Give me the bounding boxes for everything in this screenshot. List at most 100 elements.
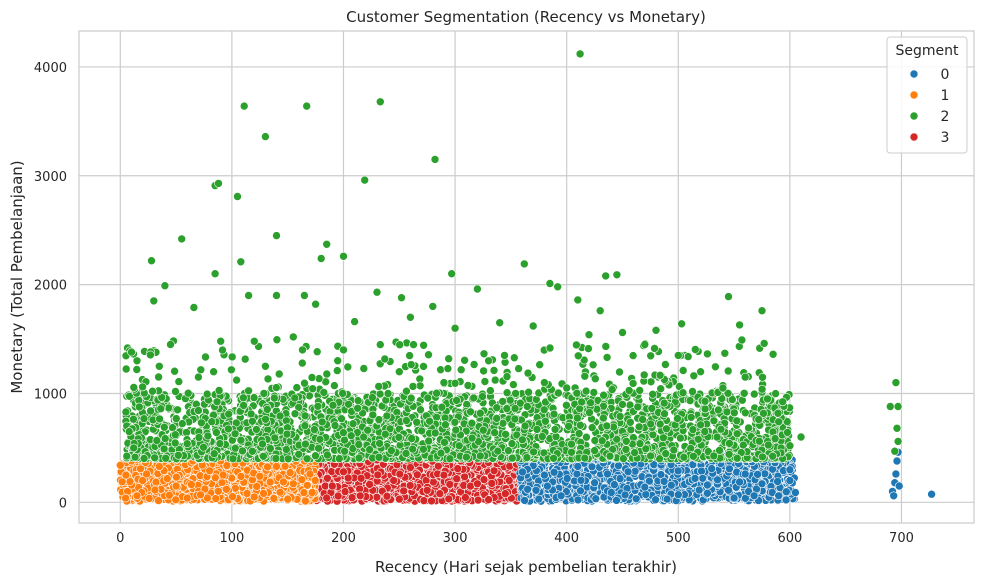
data-point <box>433 461 443 471</box>
data-point <box>164 403 173 413</box>
data-point <box>487 479 497 488</box>
data-point <box>703 480 712 490</box>
data-point <box>305 469 315 479</box>
data-point <box>163 474 172 483</box>
chart-title: Customer Segmentation (Recency vs Moneta… <box>346 8 706 26</box>
data-point <box>549 467 559 477</box>
data-point <box>228 492 237 501</box>
data-point <box>673 490 683 500</box>
data-point <box>774 491 784 501</box>
data-point <box>165 490 174 500</box>
data-point <box>757 479 767 489</box>
data-point <box>725 464 734 474</box>
data-point <box>132 491 142 501</box>
data-point <box>327 481 337 491</box>
data-point <box>211 473 220 483</box>
data-point <box>283 494 293 504</box>
series-2 <box>121 49 903 464</box>
data-point <box>473 479 482 489</box>
data-point <box>222 484 231 494</box>
data-point <box>781 487 791 497</box>
data-point <box>540 470 549 480</box>
data-point <box>703 488 712 498</box>
data-point <box>422 485 432 495</box>
data-point <box>781 495 791 505</box>
data-point <box>740 469 750 479</box>
data-point <box>365 480 374 489</box>
data-point <box>265 477 275 487</box>
data-point <box>889 491 899 501</box>
data-point <box>891 469 901 479</box>
data-point <box>355 491 365 501</box>
data-point <box>453 464 463 473</box>
data-point <box>576 486 585 496</box>
data-point <box>724 485 733 495</box>
data-point <box>255 471 265 481</box>
data-point <box>614 461 623 471</box>
data-point <box>340 487 350 496</box>
data-point <box>626 425 636 435</box>
data-point <box>196 490 205 500</box>
data-point <box>297 475 307 485</box>
data-point <box>556 491 566 501</box>
data-point <box>172 472 181 482</box>
data-point <box>445 480 455 489</box>
data-point <box>373 470 383 480</box>
data-point <box>892 456 902 466</box>
data-point <box>573 495 583 505</box>
data-point <box>144 494 154 503</box>
data-point <box>155 462 164 471</box>
data-point <box>236 472 246 481</box>
data-point <box>534 494 544 504</box>
data-point <box>640 482 650 492</box>
data-point <box>603 469 612 479</box>
data-point <box>623 467 633 477</box>
data-point <box>395 469 405 479</box>
data-point <box>576 475 586 485</box>
data-point <box>520 496 529 505</box>
data-point <box>612 496 621 505</box>
data-point <box>269 494 279 503</box>
data-point <box>116 460 125 470</box>
data-point <box>427 496 436 506</box>
data-point <box>707 464 717 473</box>
data-point <box>356 473 366 483</box>
data-point <box>333 491 343 501</box>
data-point <box>531 485 541 495</box>
data-point <box>279 477 288 487</box>
data-point <box>500 489 510 498</box>
data-point <box>394 494 404 504</box>
data-point <box>760 469 770 479</box>
data-point <box>154 496 163 505</box>
data-point <box>242 489 252 498</box>
data-point <box>690 474 700 483</box>
series-3 <box>311 454 525 506</box>
data-point <box>301 496 310 506</box>
plot-frame <box>78 30 975 524</box>
data-point <box>310 476 320 485</box>
data-point <box>591 494 601 504</box>
data-point <box>631 494 641 504</box>
data-point <box>504 476 514 485</box>
data-point <box>651 495 660 505</box>
data-point <box>439 470 449 480</box>
data-point <box>405 481 415 490</box>
data-point <box>307 488 317 497</box>
data-point <box>523 484 532 494</box>
data-point <box>399 486 409 496</box>
data-point <box>773 477 782 486</box>
data-point <box>697 466 706 476</box>
data-point <box>673 466 683 476</box>
data-point <box>587 462 597 472</box>
data-point <box>518 467 527 477</box>
data-point <box>785 476 795 485</box>
data-point <box>666 480 676 490</box>
data-point <box>419 496 429 505</box>
data-point <box>894 481 904 491</box>
data-point <box>615 474 625 483</box>
data-point <box>749 491 759 501</box>
data-point <box>406 463 415 472</box>
data-point <box>121 470 131 480</box>
data-point <box>435 489 445 498</box>
